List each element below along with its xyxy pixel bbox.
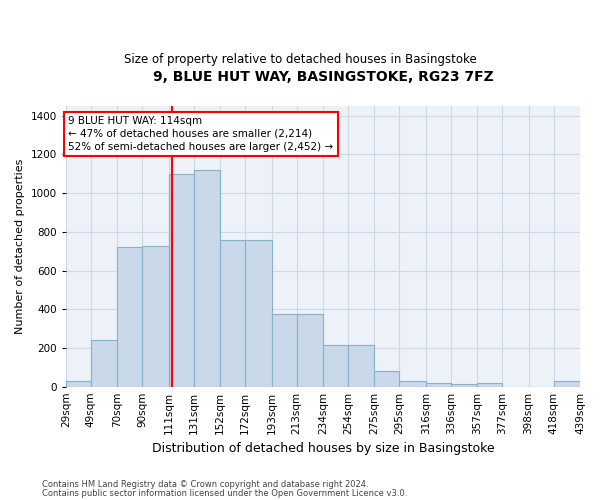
Bar — [554, 382, 580, 386]
Bar — [117, 248, 142, 386]
Bar — [220, 240, 245, 386]
Bar — [400, 382, 426, 386]
Bar — [296, 314, 323, 386]
X-axis label: Distribution of detached houses by size in Basingstoke: Distribution of detached houses by size … — [152, 442, 494, 455]
Bar — [426, 383, 451, 386]
Bar — [142, 246, 169, 386]
Bar — [451, 384, 477, 386]
Text: Contains HM Land Registry data © Crown copyright and database right 2024.: Contains HM Land Registry data © Crown c… — [42, 480, 368, 489]
Text: Size of property relative to detached houses in Basingstoke: Size of property relative to detached ho… — [124, 52, 476, 66]
Bar — [66, 382, 91, 386]
Bar — [323, 345, 348, 387]
Bar — [91, 340, 117, 386]
Bar — [194, 170, 220, 386]
Title: 9, BLUE HUT WAY, BASINGSTOKE, RG23 7FZ: 9, BLUE HUT WAY, BASINGSTOKE, RG23 7FZ — [152, 70, 493, 84]
Bar — [477, 383, 502, 386]
Bar — [245, 240, 271, 386]
Text: 9 BLUE HUT WAY: 114sqm
← 47% of detached houses are smaller (2,214)
52% of semi-: 9 BLUE HUT WAY: 114sqm ← 47% of detached… — [68, 116, 334, 152]
Bar — [374, 371, 400, 386]
Bar — [272, 314, 296, 386]
Bar — [169, 174, 194, 386]
Bar — [348, 345, 374, 387]
Text: Contains public sector information licensed under the Open Government Licence v3: Contains public sector information licen… — [42, 488, 407, 498]
Y-axis label: Number of detached properties: Number of detached properties — [15, 158, 25, 334]
